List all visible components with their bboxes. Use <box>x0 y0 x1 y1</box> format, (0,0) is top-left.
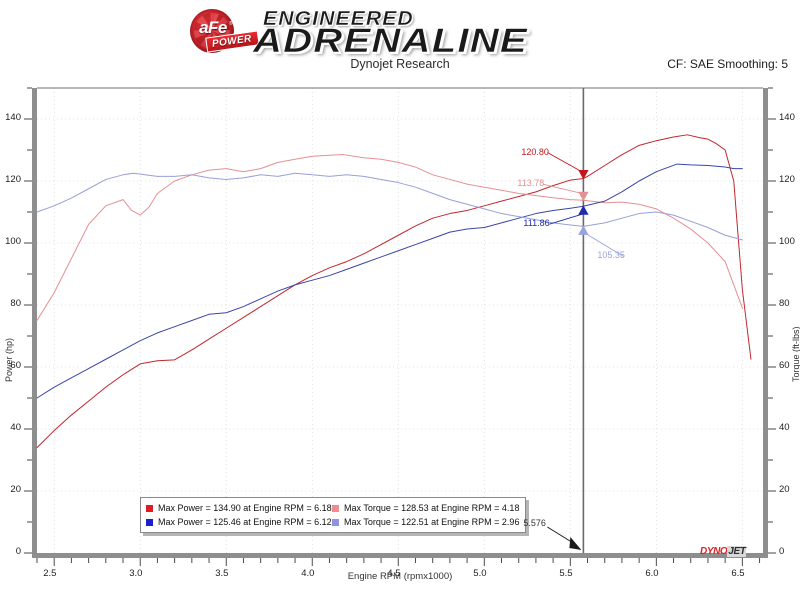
y-tick-left-120: 120 <box>5 174 21 185</box>
x-tick-4.0: 4.0 <box>301 568 315 579</box>
y-tick-left-100: 100 <box>5 236 21 247</box>
y-tick-right-120: 120 <box>779 174 795 185</box>
plot-area: Power (hp) Torque (ft-lbs) Engine RPM (r… <box>0 82 800 600</box>
cursor-rpm-label: 5.576 <box>523 518 546 528</box>
legend-row: Max Power = 134.90 at Engine RPM = 6.18 … <box>146 501 519 515</box>
afe-brand-text: aFe <box>199 18 227 37</box>
x-tick-3.5: 3.5 <box>215 568 229 579</box>
dynojet-jet-text: JET <box>727 546 747 557</box>
dynojet-dyno-text: DYNO <box>700 546 728 557</box>
y-tick-left-80: 80 <box>10 298 21 309</box>
legend-entry-torque-blue: Max Torque = 122.51 at Engine RPM = 2.96 <box>332 516 519 529</box>
legend-entry-torque-red: Max Torque = 128.53 at Engine RPM = 4.18 <box>332 502 519 515</box>
y-tick-left-40: 40 <box>10 422 21 433</box>
legend-swatch-power-blue <box>146 518 153 526</box>
legend-swatch-torque-red <box>332 504 339 512</box>
y-tick-left-0: 0 <box>15 546 21 557</box>
chart-header: aFe ® POWER ENGINEERED ADRENALINE Dynoje… <box>0 0 800 82</box>
readout-power-blue-arrow <box>578 205 589 215</box>
y-tick-right-140: 140 <box>779 112 795 123</box>
x-tick-4.5: 4.5 <box>387 568 401 579</box>
readout-power-blue-value: 111.86 <box>523 218 550 229</box>
y-tick-right-60: 60 <box>779 360 790 371</box>
series-line-torque-1 <box>36 154 743 321</box>
y-tick-right-80: 80 <box>779 298 790 309</box>
y-tick-left-20: 20 <box>10 484 21 495</box>
chart-legend: Max Power = 134.90 at Engine RPM = 6.18 … <box>140 497 527 533</box>
engineered-wordmark: ENGINEERED <box>263 8 414 30</box>
readout-power-red-value: 120.80 <box>521 146 549 157</box>
legend-label-torque-blue: Max Torque = 122.51 at Engine RPM = 2.96 <box>344 516 520 527</box>
readout-torque-blue-arrow <box>578 225 589 235</box>
afe-registered-mark: ® <box>229 21 233 27</box>
x-tick-2.5: 2.5 <box>43 568 57 579</box>
legend-label-power-blue: Max Power = 125.46 at Engine RPM = 6.12 <box>158 516 332 527</box>
series-line-torque-3 <box>36 172 743 241</box>
correction-factor-note: CF: SAE Smoothing: 5 <box>667 57 788 71</box>
brand-row: aFe ® POWER ENGINEERED ADRENALINE <box>0 2 800 60</box>
legend-entry-power-blue: Max Power = 125.46 at Engine RPM = 6.12 <box>146 516 332 529</box>
y-tick-right-0: 0 <box>779 546 785 557</box>
legend-label-torque-red: Max Torque = 128.53 at Engine RPM = 4.18 <box>344 502 520 513</box>
x-tick-6.0: 6.0 <box>645 568 659 579</box>
x-tick-3.0: 3.0 <box>129 568 143 579</box>
y-tick-right-40: 40 <box>779 422 790 433</box>
readout-torque-blue-value: 105.35 <box>597 250 625 261</box>
legend-swatch-power-red <box>146 504 153 512</box>
readout-torque-red-arrow <box>578 191 589 202</box>
afe-circle-icon <box>190 9 234 53</box>
readout-torque-red-value: 113.78 <box>517 178 545 189</box>
legend-label-power-red: Max Power = 134.90 at Engine RPM = 6.18 <box>158 502 332 513</box>
chart-subtitle: Dynojet Research <box>350 57 450 71</box>
y-tick-left-60: 60 <box>10 360 21 371</box>
legend-entry-power-red: Max Power = 134.90 at Engine RPM = 6.18 <box>146 502 332 515</box>
legend-swatch-torque-blue <box>332 518 339 526</box>
afe-power-logo: aFe ® POWER <box>182 8 266 53</box>
readout-power-red-arrow <box>578 170 589 180</box>
chart-canvas <box>24 87 776 566</box>
x-tick-5.5: 5.5 <box>559 568 573 579</box>
series-line-power-0 <box>36 134 752 449</box>
x-axis-title: Engine RPM (rpmx1000) <box>347 571 453 582</box>
y-tick-right-100: 100 <box>779 236 795 247</box>
series-line-power-2 <box>36 163 743 399</box>
adrenaline-wordmark: ADRENALINE <box>253 22 528 61</box>
y-tick-left-140: 140 <box>5 112 21 123</box>
x-tick-5.0: 5.0 <box>473 568 487 579</box>
dynojet-watermark: DYNOJET <box>700 546 747 557</box>
x-tick-6.5: 6.5 <box>731 568 745 579</box>
y-tick-right-20: 20 <box>779 484 790 495</box>
legend-row: Max Power = 125.46 at Engine RPM = 6.12 … <box>146 515 519 529</box>
